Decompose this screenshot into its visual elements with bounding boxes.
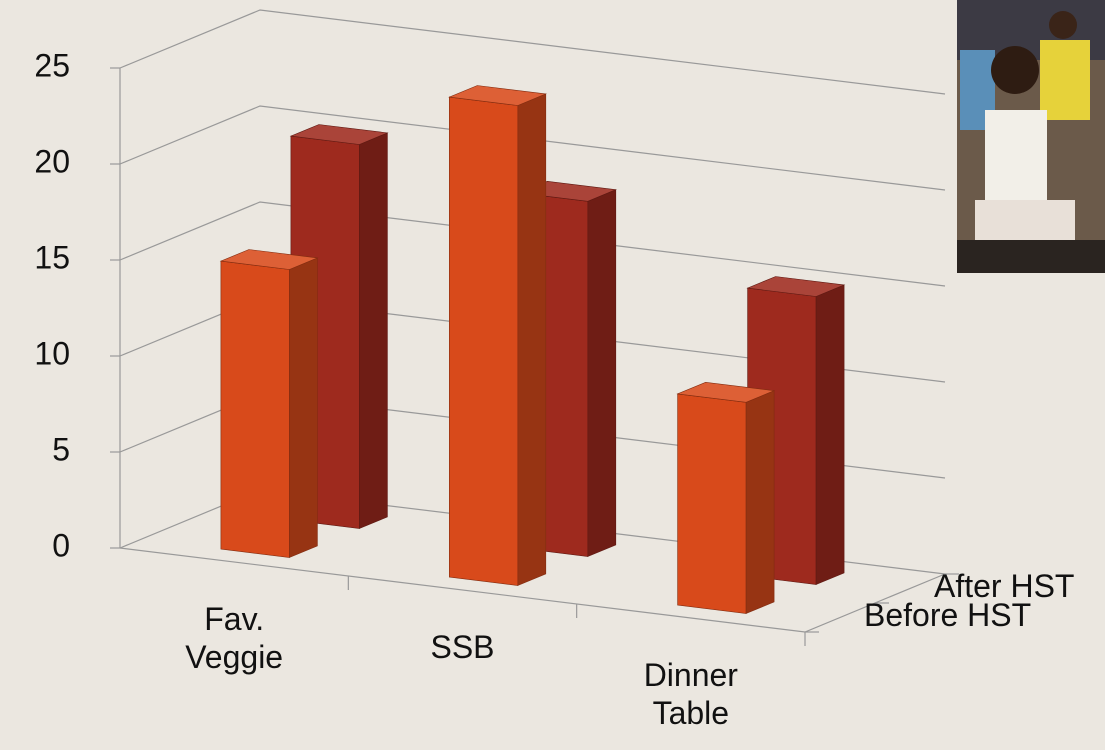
bar xyxy=(221,250,318,558)
grid-line xyxy=(120,10,945,94)
photo-head xyxy=(1049,11,1077,39)
bar xyxy=(449,86,546,586)
x-tick-label: Dinner Table xyxy=(616,656,766,732)
bar-side xyxy=(816,285,844,585)
y-tick-label: 15 xyxy=(34,239,70,275)
y-tick-label: 10 xyxy=(34,335,70,371)
bar xyxy=(678,382,775,613)
y-tick-label: 25 xyxy=(34,47,70,83)
photo-shirt xyxy=(1040,40,1090,120)
x-tick-label: SSB xyxy=(388,628,538,666)
bar-front xyxy=(449,97,518,585)
photo-floor xyxy=(957,240,1105,273)
y-tick-label: 20 xyxy=(34,143,70,179)
series-label: After HST xyxy=(934,568,1074,604)
bar-front xyxy=(221,261,290,557)
bar-front xyxy=(678,394,747,614)
bar-side xyxy=(359,133,387,529)
bar-side xyxy=(289,258,317,558)
y-tick-label: 5 xyxy=(52,431,70,467)
photo-head xyxy=(991,46,1039,94)
page: 0510152025Before HSTAfter HST Fav. Veggi… xyxy=(0,0,1105,750)
bar-side xyxy=(746,391,774,614)
y-tick-label: 0 xyxy=(52,527,70,563)
bar-side xyxy=(588,190,616,557)
bar-side xyxy=(518,94,546,586)
x-tick-label: Fav. Veggie xyxy=(159,600,309,676)
photo xyxy=(957,0,1105,273)
